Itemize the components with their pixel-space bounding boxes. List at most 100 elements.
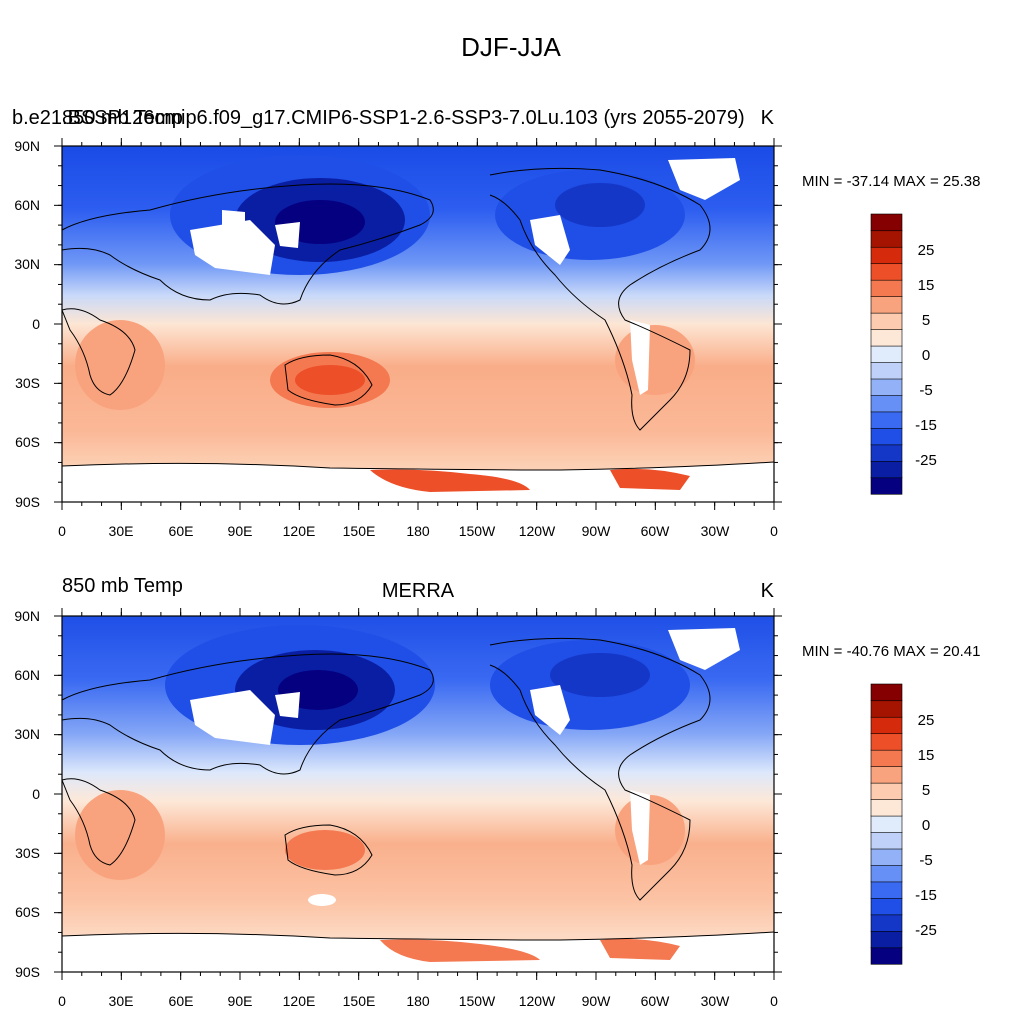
colorbar-label: -15 (915, 417, 937, 434)
colorbar-swatch (870, 831, 903, 850)
lat-label: 30N (14, 726, 40, 742)
panel-bottom-lat-labels: 90N 60N 30N 0 30S 60S 90S (14, 608, 40, 980)
colorbar-label: 5 (922, 312, 930, 329)
colorbar-swatch (870, 798, 903, 817)
panel-bottom-colorbar-labels: 25 15 5 0 -5 -15 -25 (915, 712, 937, 939)
panel-top-stats: MIN = -37.14 MAX = 25.38 (802, 173, 980, 190)
lat-label: 30S (15, 375, 40, 391)
colorbar-swatch (870, 716, 903, 735)
lat-label: 60N (14, 667, 40, 683)
panel-top-colorbar (870, 213, 903, 495)
panel-top-left-title: b.e21.BSSP126cmip6.f09_g17.CMIP6-SSP1-2.… (12, 107, 745, 129)
lon-label: 180 (406, 993, 430, 1009)
panel-top-units: K (761, 107, 775, 129)
lon-label: 150W (459, 523, 496, 539)
colorbar-swatch (870, 749, 903, 767)
colorbar-swatch (870, 477, 903, 495)
colorbar-swatch (870, 345, 903, 363)
colorbar-swatch (870, 766, 903, 784)
panel-bottom-colorbar (870, 683, 903, 965)
lat-label: 60S (15, 434, 40, 450)
colorbar-swatch (870, 411, 903, 429)
lon-label: 150W (459, 993, 496, 1009)
colorbar-swatch (870, 897, 903, 916)
colorbar-swatch (870, 378, 903, 396)
panel-top-lon-labels: 0 30E 60E 90E 120E 150E 180 150W 120W 90… (58, 523, 778, 539)
colorbar-label: 0 (922, 347, 930, 364)
colorbar-swatch (870, 700, 903, 718)
colorbar-swatch (870, 782, 903, 800)
lon-label: 60W (641, 523, 671, 539)
lat-label: 60S (15, 904, 40, 920)
colorbar-swatch (870, 930, 903, 949)
figure-title: DJF-JJA (461, 32, 561, 62)
panel-bottom-ticks (54, 608, 782, 980)
lat-label: 60N (14, 197, 40, 213)
colorbar-swatch (870, 683, 903, 702)
lat-label: 90N (14, 608, 40, 624)
lon-label: 120E (283, 523, 316, 539)
colorbar-label: -5 (919, 382, 932, 399)
colorbar-label: -25 (915, 922, 937, 939)
lon-label: 0 (58, 993, 66, 1009)
colorbar-label: -15 (915, 887, 937, 904)
colorbar-swatch (870, 914, 903, 932)
lon-label: 180 (406, 523, 430, 539)
panel-top-ticks (54, 138, 782, 510)
colorbar-label: 5 (922, 782, 930, 799)
colorbar-label: 25 (918, 712, 935, 729)
lon-label: 150E (343, 993, 376, 1009)
panel-top-colorbar-labels: 25 15 5 0 -5 -15 -25 (915, 242, 937, 469)
lat-label: 30N (14, 256, 40, 272)
panel-bottom-units: K (761, 580, 775, 602)
lon-label: 0 (770, 523, 778, 539)
colorbar-swatch (870, 881, 903, 899)
colorbar-swatch (870, 394, 903, 413)
panel-top: b.e21.BSSP126cmip6.f09_g17.CMIP6-SSP1-2.… (12, 107, 980, 539)
colorbar-swatch (870, 296, 903, 314)
panel-bottom-map (62, 616, 774, 972)
panel-bottom-left-title: 850 mb Temp (62, 575, 183, 597)
colorbar-swatch (870, 230, 903, 248)
colorbar-swatch (870, 427, 903, 446)
lat-label: 90S (15, 494, 40, 510)
lon-label: 60E (169, 993, 194, 1009)
lon-label: 120E (283, 993, 316, 1009)
colorbar-swatch (870, 312, 903, 330)
colorbar-swatch (870, 263, 903, 281)
colorbar-swatch (870, 947, 903, 965)
colorbar-swatch (870, 246, 903, 265)
panel-bottom-lon-labels: 0 30E 60E 90E 120E 150E 180 150W 120W 90… (58, 993, 778, 1009)
lon-label: 90W (582, 993, 612, 1009)
colorbar-swatch (870, 361, 903, 380)
lon-label: 60W (641, 993, 671, 1009)
panel-top-left-overlay: 850 mb Temp (62, 107, 183, 129)
colorbar-swatch (870, 213, 903, 232)
lon-label: 0 (58, 523, 66, 539)
colorbar-swatch (870, 328, 903, 347)
lat-label: 0 (32, 786, 40, 802)
colorbar-swatch (870, 815, 903, 833)
lon-label: 90W (582, 523, 612, 539)
lat-label: 30S (15, 845, 40, 861)
lon-label: 90E (228, 523, 253, 539)
colorbar-label: 15 (918, 277, 935, 294)
panel-bottom-center-title: MERRA (382, 580, 455, 602)
lat-label: 90S (15, 964, 40, 980)
colorbar-swatch (870, 444, 903, 462)
colorbar-label: 25 (918, 242, 935, 259)
panel-top-lat-labels: 90N 60N 30N 0 30S 60S 90S (14, 138, 40, 510)
lon-label: 0 (770, 993, 778, 1009)
lon-label: 60E (169, 523, 194, 539)
lon-label: 30W (701, 993, 731, 1009)
lon-label: 150E (343, 523, 376, 539)
lon-label: 90E (228, 993, 253, 1009)
colorbar-swatch (870, 279, 903, 297)
panel-bottom: 850 mb Temp MERRA K MIN = -40.76 MAX = 2… (14, 575, 980, 1009)
colorbar-label: -5 (919, 852, 932, 869)
lon-label: 120W (519, 993, 556, 1009)
colorbar-swatch (870, 864, 903, 883)
lon-label: 30E (109, 523, 134, 539)
colorbar-label: 15 (918, 747, 935, 764)
panel-bottom-stats: MIN = -40.76 MAX = 20.41 (802, 643, 980, 660)
